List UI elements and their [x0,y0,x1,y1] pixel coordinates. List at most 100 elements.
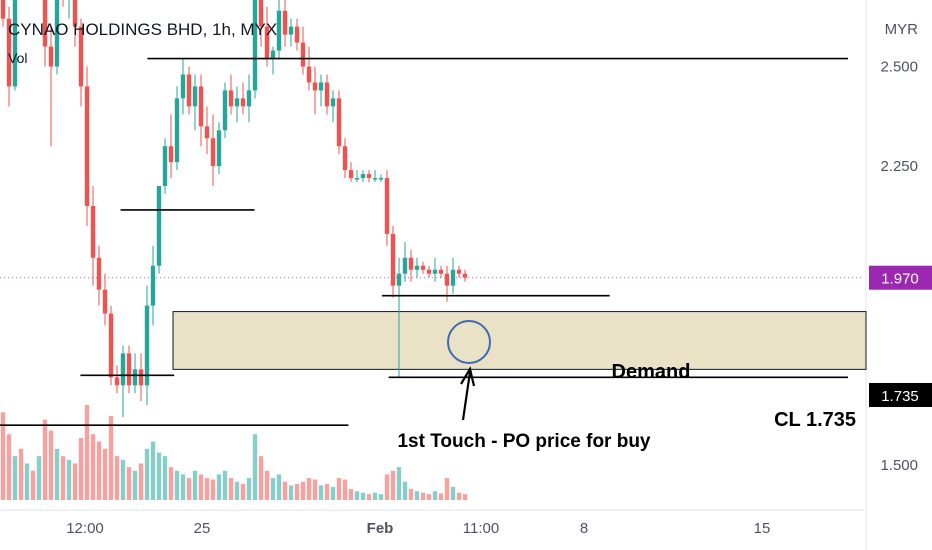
demand-zone[interactable] [172,311,867,370]
candle-body[interactable] [378,178,384,180]
candle-body[interactable] [6,18,12,87]
touch-circle[interactable] [447,320,491,364]
candle-body[interactable] [240,98,246,107]
volume-bar [378,494,384,500]
x-tick-label: 25 [194,520,211,537]
candle-body[interactable] [396,273,402,286]
candle-body[interactable] [294,26,300,43]
candle-body[interactable] [390,233,396,286]
candle-body[interactable] [276,10,282,51]
candle-body[interactable] [54,0,60,67]
volume-bar [426,494,432,500]
volume-bar [36,456,42,500]
candle-body[interactable] [462,273,468,278]
candle-body[interactable] [102,289,108,314]
volume-bar [240,483,246,500]
volume-bar [342,479,348,500]
candle-body[interactable] [282,10,288,35]
candle-body[interactable] [108,313,114,378]
candle-body[interactable] [330,98,336,107]
volume-bar [216,474,222,500]
candle-body[interactable] [366,174,372,179]
candle-body[interactable] [312,82,318,91]
candle-body[interactable] [228,90,234,107]
candle-body[interactable] [438,269,444,274]
candle-body[interactable] [336,98,342,147]
volume-bar [18,448,24,500]
candle-body[interactable] [456,269,462,274]
candle-body[interactable] [150,265,156,306]
candle-body[interactable] [78,26,84,87]
candle-body[interactable] [132,369,138,386]
candle-body[interactable] [384,178,390,234]
candle-body[interactable] [204,126,210,139]
volume-bar [258,456,264,500]
candle-body[interactable] [288,26,294,35]
candle-body[interactable] [126,353,132,386]
candle-body[interactable] [162,146,168,187]
candle-body[interactable] [270,50,276,59]
candle-body[interactable] [420,265,426,270]
candle-body[interactable] [258,0,264,27]
candle-body[interactable] [12,0,18,87]
candle-body[interactable] [306,66,312,83]
volume-bar [162,456,168,500]
candle-body[interactable] [246,90,252,107]
y-tick-label: 2.500 [880,59,918,76]
volume-bar [144,448,150,500]
candle-body[interactable] [342,146,348,171]
y-axis-unit: MYR [885,21,919,38]
candle-body[interactable] [300,42,306,67]
candle-body[interactable] [318,82,324,91]
candle-body[interactable] [450,269,456,286]
candle-body[interactable] [252,0,258,91]
candle-body[interactable] [372,178,378,180]
candle-body[interactable] [216,130,222,167]
candle-body[interactable] [48,46,54,67]
last-price-value: 1.970 [881,271,919,288]
candle-body[interactable] [0,0,6,19]
candle-body[interactable] [426,269,432,274]
candle-body[interactable] [138,369,144,386]
x-tick-label: 15 [754,520,771,537]
candle-body[interactable] [144,305,150,386]
candle-body[interactable] [96,257,102,290]
touch-annotation: 1st Touch - PO price for buy [397,431,650,452]
candle-body[interactable] [156,186,162,266]
candle-body[interactable] [198,86,204,127]
candle-body[interactable] [234,98,240,107]
candle-body[interactable] [114,377,120,386]
candle-body[interactable] [402,257,408,274]
candle-body[interactable] [348,170,354,179]
candle-body[interactable] [180,74,186,99]
candle-body[interactable] [414,265,420,270]
candle-body[interactable] [210,138,216,167]
candle-body[interactable] [408,257,414,270]
candle-body[interactable] [42,0,48,47]
x-tick-label: Feb [367,520,394,537]
candle-body[interactable] [72,0,78,27]
candle-body[interactable] [354,178,360,180]
demand-label: Demand [612,361,691,383]
volume-indicator-label: Vol [8,50,28,66]
candle-body[interactable] [192,86,198,107]
volume-bar [450,486,456,500]
candle-body[interactable] [222,90,228,131]
volume-bar [192,470,198,500]
candle-body[interactable] [168,146,174,163]
volume-bar [150,441,156,500]
touch-arrow-head [460,366,476,387]
candle-body[interactable] [174,98,180,163]
candle-body[interactable] [264,26,270,59]
candle-body[interactable] [84,86,90,206]
candle-body[interactable] [444,273,450,286]
candle-body[interactable] [324,82,330,107]
candle-body[interactable] [186,74,192,107]
volume-bar [324,483,330,500]
volume-bar [198,474,204,500]
candle-body[interactable] [432,269,438,274]
candle-body[interactable] [120,353,126,386]
candle-body[interactable] [360,174,366,179]
candle-body[interactable] [90,205,96,258]
